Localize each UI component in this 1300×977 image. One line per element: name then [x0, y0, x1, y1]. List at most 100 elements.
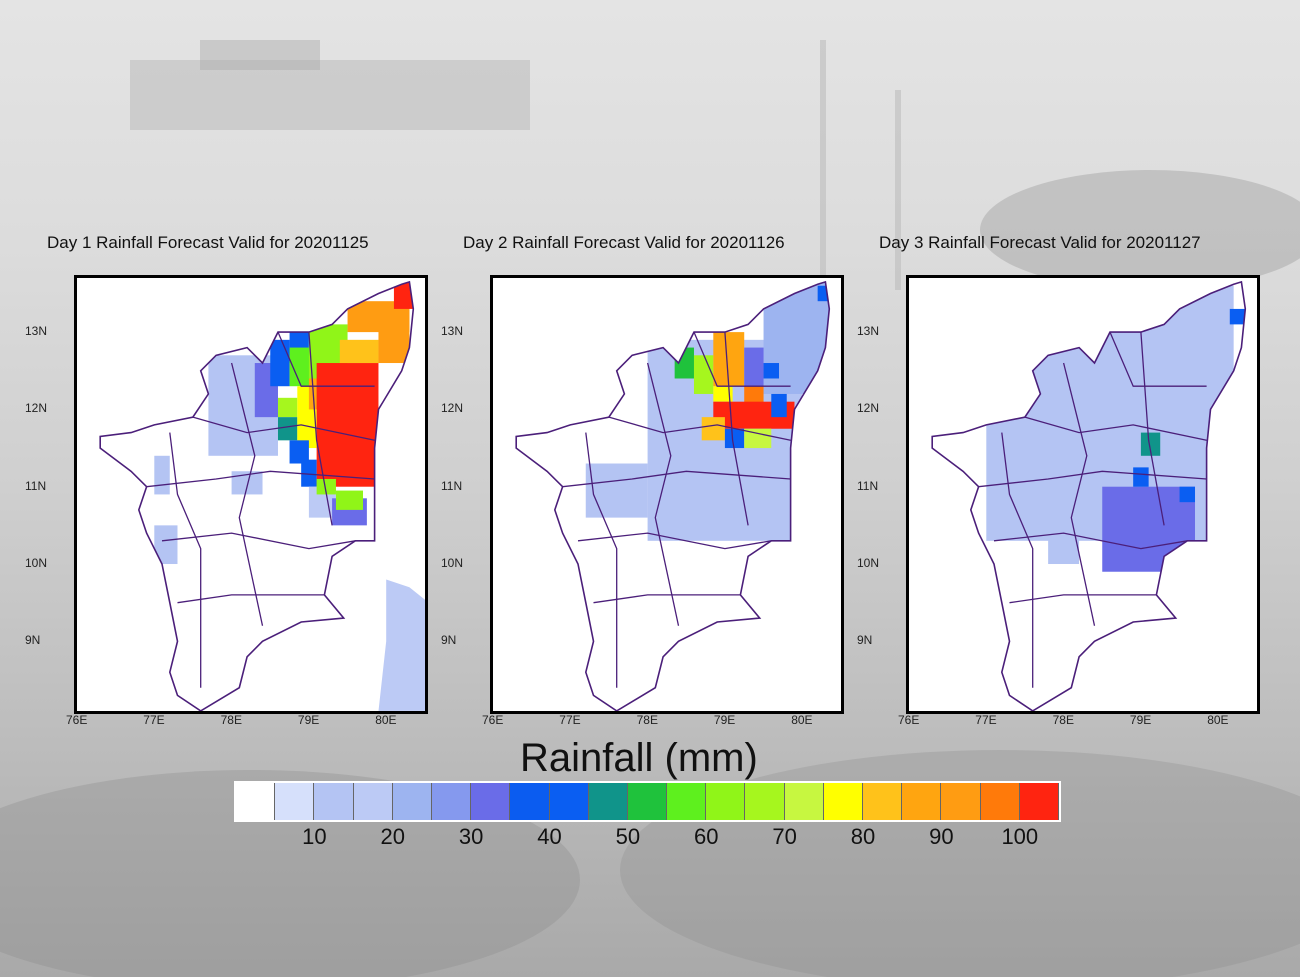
district-boundary [192, 416, 375, 441]
rainfall-cell [1048, 533, 1080, 565]
rainfall-cell [316, 478, 336, 495]
colorbar-swatch [980, 783, 1020, 820]
rainfall-cell [744, 347, 764, 387]
colorbar-swatch [314, 783, 354, 820]
lon-tick-label: 79E [713, 713, 736, 727]
lon-tick-label: 76E [482, 713, 504, 727]
lat-tick-label: 9N [25, 633, 41, 648]
lon-tick-label: 80E [375, 713, 397, 727]
district-boundary [993, 532, 1188, 550]
district-boundary [1024, 416, 1207, 441]
rainfall-cell [231, 471, 263, 495]
district-boundary [577, 532, 772, 550]
colorbar-label: 10 [302, 824, 327, 849]
lat-tick-label: 12N [857, 401, 880, 416]
lon-tick-label: 77E [143, 713, 165, 727]
lat-tick-label: 13N [441, 324, 464, 339]
district-boundary [608, 416, 791, 441]
district-boundary [1001, 432, 1034, 688]
colorbar-swatch [549, 783, 589, 820]
state-boundary [515, 280, 831, 711]
colorbar-swatch [706, 783, 746, 820]
colorbar-label: 90 [929, 824, 954, 849]
rainfall-cell [763, 363, 780, 379]
colorbar-label: 100 [1001, 824, 1039, 849]
lon-tick-label: 78E [1052, 713, 1074, 727]
panel-title: Day 1 Rainfall Forecast Valid for 202011… [47, 233, 369, 252]
lon-tick-label: 80E [791, 713, 813, 727]
rainfall-cell [713, 386, 733, 402]
lat-tick-label: 9N [441, 633, 457, 648]
rainfall-cell [817, 285, 830, 302]
lat-tick-label: 11N [441, 478, 463, 493]
district-boundary [724, 332, 749, 526]
rainfall-cell [301, 459, 317, 487]
lat-tick-label: 10N [441, 556, 464, 570]
forecast-map-day-2 [490, 275, 844, 714]
colorbar-swatch [667, 783, 707, 820]
colorbar-swatch [353, 783, 393, 820]
forecast-map-day-3 [906, 275, 1260, 714]
lon-tick-label: 78E [220, 713, 242, 727]
rainfall-cell [393, 281, 414, 309]
rainfall-cell [585, 463, 648, 518]
colorbar-label: 80 [850, 824, 876, 849]
district-boundary [230, 362, 264, 626]
lon-tick-label: 78E [636, 713, 658, 727]
lat-tick-label: 10N [25, 556, 48, 570]
colorbar-swatch [745, 783, 785, 820]
district-boundary [693, 331, 791, 387]
colorbar-swatch [902, 783, 942, 820]
rainfall-cell [693, 355, 714, 394]
rainfall-cell [316, 363, 379, 487]
district-boundary [161, 532, 356, 550]
lon-tick-label: 76E [898, 713, 920, 727]
forecast-map-day-1 [74, 275, 428, 714]
district-boundary [177, 594, 325, 604]
colorbar-title: Rainfall (mm) [520, 736, 758, 780]
district-boundary [1109, 331, 1207, 387]
rainfall-cell [744, 428, 772, 449]
colorbar-swatch [627, 783, 668, 820]
panel-title: Day 2 Rainfall Forecast Valid for 202011… [463, 233, 785, 252]
lon-tick-label: 80E [1207, 713, 1229, 727]
colorbar-swatch [510, 783, 550, 820]
rainfall-cell [335, 490, 364, 510]
state-boundary [931, 280, 1247, 711]
rainfall-cell [277, 397, 298, 418]
rainfall-cell [154, 455, 170, 495]
colorbar-swatch [941, 783, 981, 820]
colorbar-label: 50 [615, 824, 641, 849]
colorbar-label: 20 [380, 824, 405, 849]
rainfall-cell [270, 339, 290, 387]
rainfall-cell [1140, 432, 1161, 456]
rainfall-cell [1229, 308, 1246, 325]
district-boundary [585, 432, 618, 688]
rainfall-cell [724, 428, 745, 449]
lon-tick-label: 76E [66, 713, 88, 727]
lat-tick-label: 10N [857, 556, 880, 570]
rainfall-cell [1179, 486, 1196, 503]
lon-tick-label: 79E [1129, 713, 1152, 727]
colorbar-swatch [784, 783, 824, 820]
colorbar [234, 781, 1061, 822]
colorbar-swatch [823, 783, 863, 820]
district-boundary [308, 332, 333, 526]
colorbar-swatch [431, 783, 472, 820]
district-boundary [169, 432, 202, 688]
colorbar-label: 60 [694, 824, 719, 849]
district-boundary [277, 331, 375, 387]
rainfall-cell [713, 332, 745, 387]
colorbar-label: 40 [537, 824, 562, 849]
colorbar-swatch [1019, 783, 1059, 820]
colorbar-label: 70 [772, 824, 797, 849]
colorbar-swatch [588, 783, 628, 820]
district-boundary [1009, 594, 1157, 604]
colorbar-swatch [275, 783, 315, 820]
district-boundary [593, 594, 741, 604]
rainfall-cell [277, 417, 298, 441]
lat-tick-label: 9N [857, 633, 873, 648]
rainfall-cell [1133, 467, 1149, 487]
rainfall-cell [154, 525, 178, 565]
district-boundary [1140, 332, 1165, 526]
